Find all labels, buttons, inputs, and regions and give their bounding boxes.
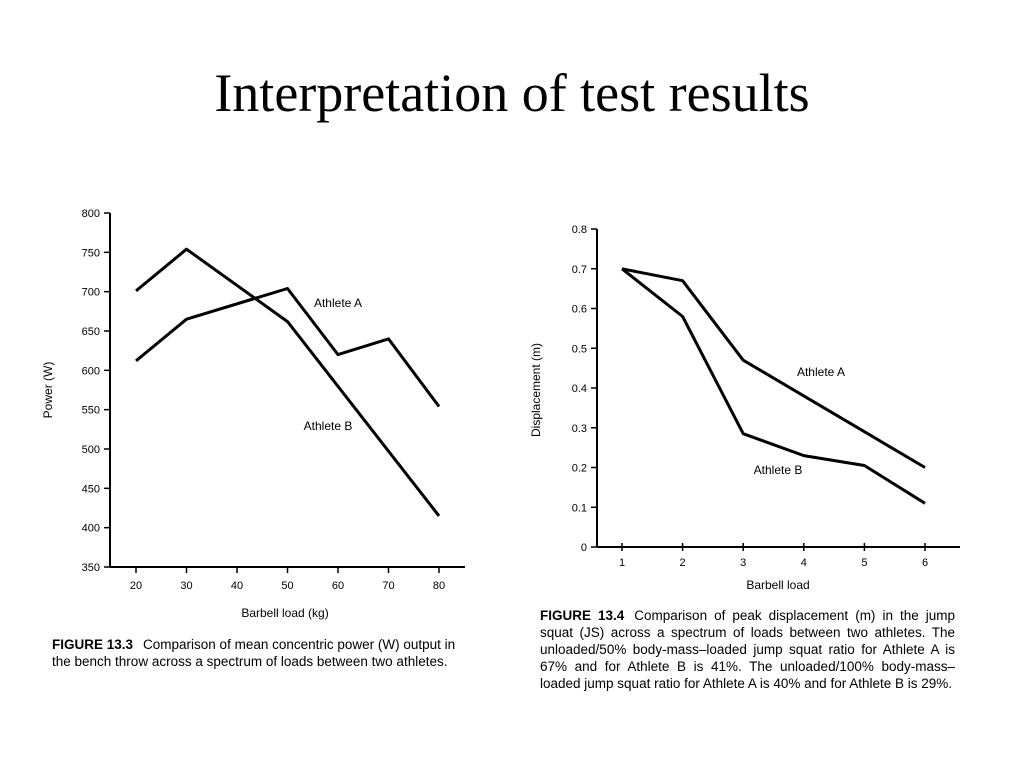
y-tick-label: 550 [82, 405, 100, 417]
y-axis-label: Power (W) [41, 362, 55, 419]
x-tick-label: 80 [433, 580, 445, 592]
series-line-athlete-b [621, 267, 926, 505]
figure-13-3-text: Comparison of mean concentric power (W) … [52, 637, 456, 669]
y-tick-label: 0.2 [572, 463, 587, 475]
series-label-athlete-b: Athlete B [304, 419, 353, 433]
y-tick-label: 0.3 [572, 423, 587, 435]
slide-title: Interpretation of test results [214, 63, 810, 123]
series-line-athlete-a [135, 287, 441, 408]
y-tick-label: 400 [82, 523, 100, 535]
y-tick-label: 700 [82, 287, 100, 299]
y-tick-label: 0.6 [572, 304, 587, 316]
y-tick-label: 0.8 [572, 224, 587, 236]
x-tick-label: 4 [801, 557, 807, 569]
series-label-athlete-a: Athlete A [797, 365, 845, 379]
figure-13-3-number: FIGURE 13.3 [52, 637, 134, 652]
y-tick-label: 500 [82, 444, 100, 456]
x-tick-label: 1 [619, 557, 625, 569]
y-tick-label: 0.5 [572, 343, 587, 355]
y-axis-label: Displacement (m) [529, 343, 543, 437]
series-label-athlete-a: Athlete A [314, 296, 362, 310]
x-tick-label: 6 [922, 557, 928, 569]
x-tick-label: 30 [180, 580, 192, 592]
figure-13-4-text: Comparison of peak displacement (m) in t… [540, 608, 955, 691]
x-tick-label: 60 [332, 580, 344, 592]
x-tick-label: 50 [281, 580, 293, 592]
y-tick-label: 750 [82, 247, 100, 259]
y-tick-label: 800 [82, 208, 100, 220]
y-tick-label: 0.1 [572, 502, 587, 514]
y-tick-label: 0 [581, 542, 587, 554]
y-tick-label: 0.7 [572, 264, 587, 276]
y-tick-label: 650 [82, 326, 100, 338]
series-line-athlete-b [135, 247, 441, 517]
x-tick-label: 2 [680, 557, 686, 569]
x-tick-label: 5 [861, 557, 867, 569]
series-line-athlete-a [621, 267, 926, 469]
y-tick-label: 450 [82, 483, 100, 495]
y-tick-label: 350 [82, 562, 100, 574]
x-tick-label: 3 [740, 557, 746, 569]
x-tick-label: 20 [130, 580, 142, 592]
x-tick-label: 40 [231, 580, 243, 592]
x-axis-label: Barbell load [746, 578, 809, 592]
figure-13-4-number: FIGURE 13.4 [540, 608, 625, 623]
y-tick-label: 600 [82, 365, 100, 377]
series-label-athlete-b: Athlete B [754, 463, 803, 477]
y-tick-label: 0.4 [572, 383, 587, 395]
x-tick-label: 70 [382, 580, 394, 592]
x-axis-label: Barbell load (kg) [241, 606, 328, 620]
figure-13-4-caption: FIGURE 13.4 Comparison of peak displaceme… [540, 607, 955, 692]
figure-13-3-caption: FIGURE 13.3 Comparison of mean concentric… [52, 636, 462, 670]
